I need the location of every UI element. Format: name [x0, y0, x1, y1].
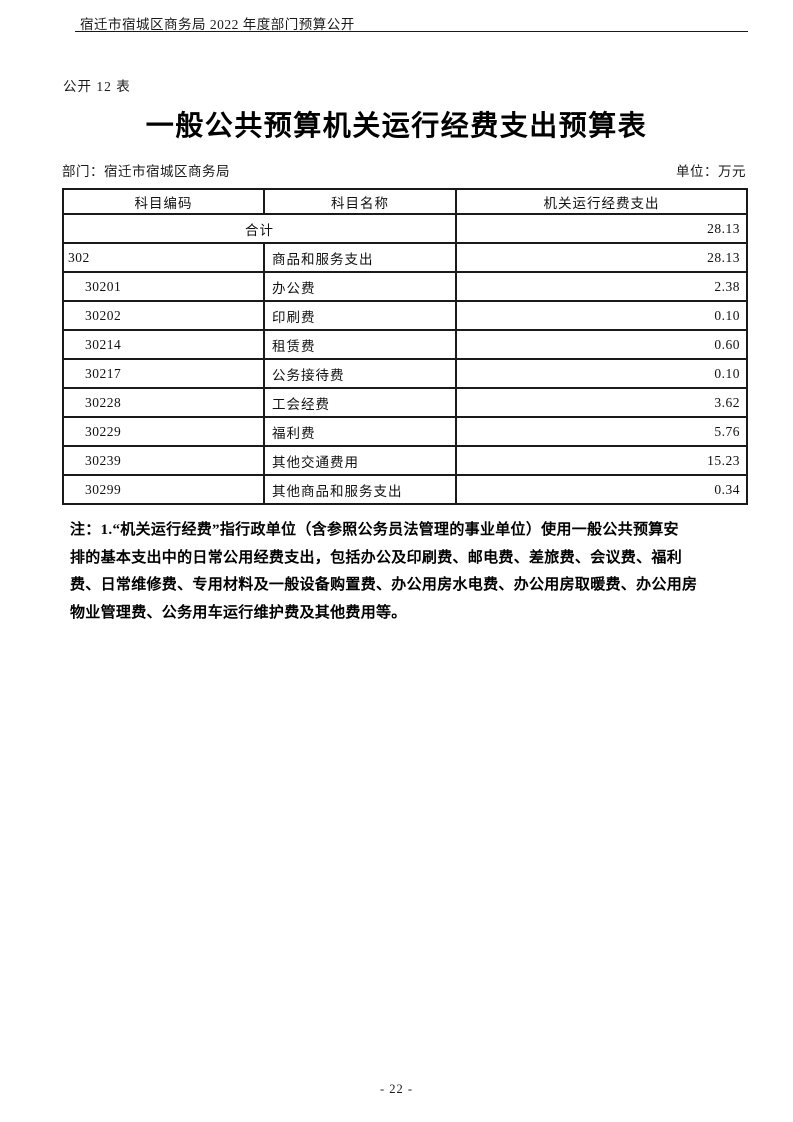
subject-code: 30229 [62, 416, 265, 447]
subject-name: 其他商品和服务支出 [263, 474, 457, 505]
table-row: 30299 其他商品和服务支出 0.34 [62, 474, 748, 505]
page-number: - 22 - [379, 1082, 414, 1096]
table-meta-row: 部门：宿迁市宿城区商务局 单位：万元 [62, 160, 746, 180]
expense-value: 0.34 [455, 474, 748, 505]
footnote-line: 费、日常维修费、专用材料及一般设备购置费、办公用房水电费、办公用房取暖费、办公用… [70, 577, 698, 593]
table-row: 30217 公务接待费 0.10 [62, 358, 748, 389]
table-row: 302 商品和服务支出 28.13 [62, 242, 748, 273]
expense-value: 0.10 [455, 300, 748, 331]
table-header-row: 科目编码 科目名称 机关运行经费支出 [62, 188, 748, 215]
subject-code: 302 [62, 242, 265, 273]
expense-value: 0.10 [455, 358, 748, 389]
header-divider [75, 31, 748, 32]
budget-table: 科目编码 科目名称 机关运行经费支出 合计 28.13 302 商品和服务支出 … [62, 188, 748, 505]
column-header-subject-name: 科目名称 [263, 188, 457, 215]
department-label: 部门：宿迁市宿城区商务局 [62, 164, 230, 179]
subject-name: 租赁费 [263, 329, 457, 360]
subject-code: 30201 [62, 271, 265, 302]
column-header-subject-code: 科目编码 [62, 188, 265, 215]
subject-code: 30299 [62, 474, 265, 505]
subject-code: 30202 [62, 300, 265, 331]
expense-value: 3.62 [455, 387, 748, 418]
total-value: 28.13 [455, 213, 748, 244]
subject-code: 30217 [62, 358, 265, 389]
running-header: 宿迁市宿城区商务局 2022 年度部门预算公开 [80, 17, 355, 32]
table-row: 30229 福利费 5.76 [62, 416, 748, 447]
subject-code: 30239 [62, 445, 265, 476]
expense-value: 2.38 [455, 271, 748, 302]
table-row: 30201 办公费 2.38 [62, 271, 748, 302]
table-row: 30239 其他交通费用 15.23 [62, 445, 748, 476]
unit-label: 单位：万元 [676, 164, 746, 179]
column-header-expense: 机关运行经费支出 [455, 188, 748, 215]
expense-value: 15.23 [455, 445, 748, 476]
expense-value: 28.13 [455, 242, 748, 273]
table-row: 30202 印刷费 0.10 [62, 300, 748, 331]
subject-name: 印刷费 [263, 300, 457, 331]
table-row: 30214 租赁费 0.60 [62, 329, 748, 360]
footnote-line: 注：1.“机关运行经费”指行政单位（含参照公务员法管理的事业单位）使用一般公共预… [70, 522, 679, 538]
page-title: 一般公共预算机关运行经费支出预算表 [145, 111, 648, 142]
subject-code: 30228 [62, 387, 265, 418]
table-total-row: 合计 28.13 [62, 213, 748, 244]
subject-name: 其他交通费用 [263, 445, 457, 476]
footnote-line: 排的基本支出中的日常公用经费支出，包括办公及印刷费、邮电费、差旅费、会议费、福利 [70, 549, 683, 566]
table-sequence-label: 公开 12 表 [63, 79, 131, 94]
subject-name: 工会经费 [263, 387, 457, 418]
subject-code: 30214 [62, 329, 265, 360]
expense-value: 5.76 [455, 416, 748, 447]
table-row: 30228 工会经费 3.62 [62, 387, 748, 418]
expense-value: 0.60 [455, 329, 748, 360]
total-label: 合计 [62, 213, 457, 244]
subject-name: 福利费 [263, 416, 457, 447]
subject-name: 商品和服务支出 [263, 242, 457, 273]
subject-name: 办公费 [263, 271, 457, 302]
footnote: 注：1.“机关运行经费”指行政单位（含参照公务员法管理的事业单位）使用一般公共预… [70, 517, 742, 627]
subject-name: 公务接待费 [263, 358, 457, 389]
footnote-line: 物业管理费、公务用车运行维护费及其他费用等。 [70, 604, 407, 621]
